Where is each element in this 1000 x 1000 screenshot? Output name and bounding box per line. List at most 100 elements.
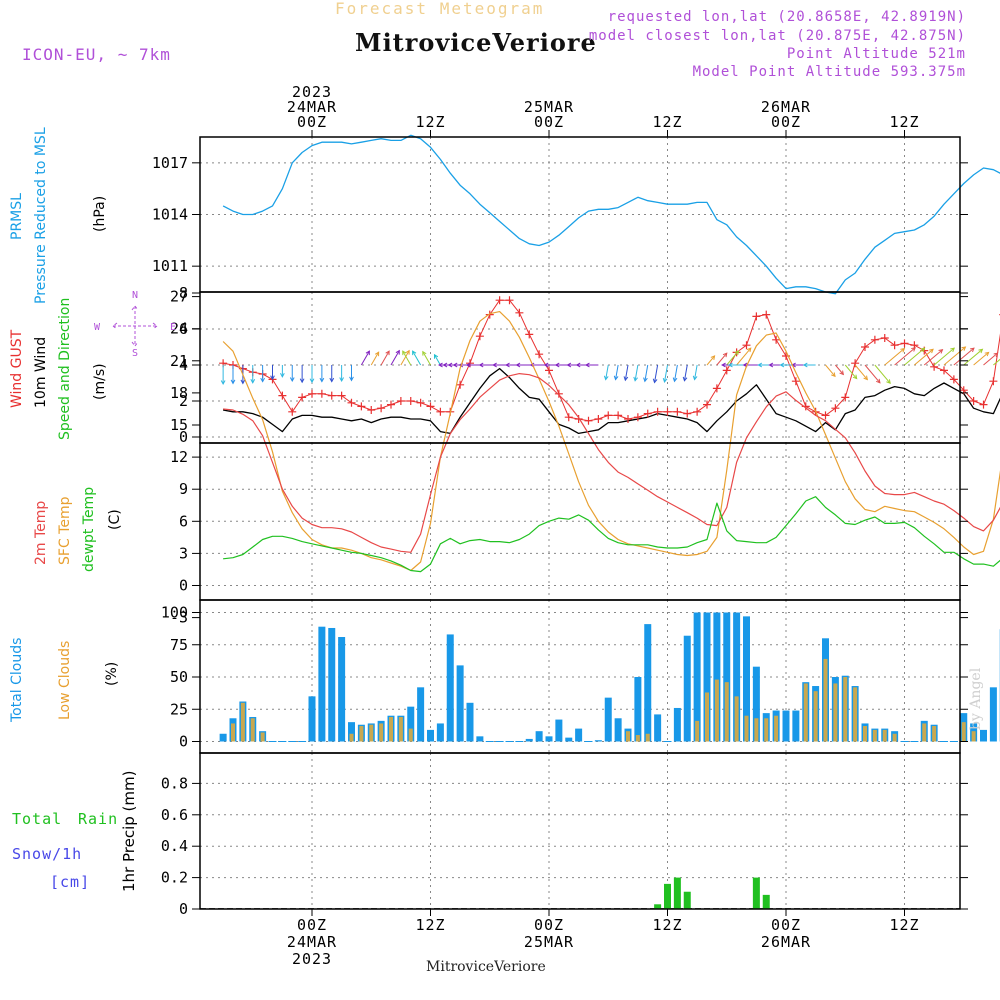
top-time-label: 12Z bbox=[889, 113, 919, 131]
wind-direction-arrowhead bbox=[911, 347, 916, 352]
bottom-time-label: 26MAR bbox=[761, 933, 811, 951]
low-clouds-bar bbox=[744, 715, 749, 742]
wind-gust-marker bbox=[554, 389, 563, 398]
wind-direction-arrow bbox=[953, 347, 975, 366]
total-clouds-bar bbox=[466, 702, 474, 742]
low-clouds-bar bbox=[705, 692, 709, 742]
wind-direction-arrowhead bbox=[721, 362, 726, 368]
low-clouds-bar bbox=[626, 731, 630, 742]
precip-panel-frame bbox=[199, 752, 961, 910]
wind-direction-arrowhead bbox=[613, 375, 619, 381]
precip-snow-label: Snow/1h bbox=[12, 845, 83, 863]
wind-direction-arrow bbox=[963, 348, 983, 366]
total-clouds-bar bbox=[535, 731, 543, 742]
wind-direction-arrow bbox=[854, 364, 868, 380]
wind-direction-arrowhead bbox=[240, 379, 246, 385]
dewpt-temp-line bbox=[223, 496, 1000, 573]
wind-gust-marker bbox=[663, 407, 672, 416]
wind-direction-arrow bbox=[904, 347, 925, 366]
wind-direction-arrow bbox=[390, 350, 400, 366]
wind-direction-arrowhead bbox=[886, 379, 891, 385]
total-clouds-bar bbox=[604, 697, 612, 742]
wind-gust-marker bbox=[278, 391, 287, 400]
low-clouds-bar bbox=[863, 726, 867, 742]
wind-direction-arrow bbox=[844, 364, 858, 379]
wind-tick-label: 0 bbox=[179, 428, 188, 446]
wind-direction-arrowhead bbox=[543, 362, 549, 368]
wind-direction-arrow bbox=[874, 364, 891, 384]
wind-direction-arrowhead bbox=[260, 377, 265, 383]
rain-bar bbox=[762, 894, 770, 909]
wind-direction-arrow bbox=[864, 364, 881, 384]
total-clouds-bar bbox=[436, 723, 444, 742]
total-clouds-bar bbox=[733, 612, 741, 742]
wind-gust-marker bbox=[298, 393, 307, 402]
prmsl-line bbox=[222, 134, 1000, 295]
total-clouds-bar bbox=[980, 729, 987, 742]
wind-direction-arrowhead bbox=[412, 350, 417, 356]
wind-direction-arrowhead bbox=[993, 352, 999, 358]
wind-gust-marker bbox=[317, 389, 326, 398]
low-clouds-bar bbox=[389, 716, 393, 742]
low-clouds-bar bbox=[922, 723, 927, 742]
wind-gust-marker bbox=[475, 332, 484, 341]
low-clouds-bar bbox=[813, 691, 818, 742]
wind-direction-arrowhead bbox=[584, 362, 590, 368]
wind-gust-marker bbox=[406, 397, 415, 405]
total-clouds-bar bbox=[427, 729, 434, 742]
low-clouds-bar bbox=[645, 733, 650, 742]
wind-direction-arrowhead bbox=[422, 350, 427, 356]
wind-direction-arrow bbox=[716, 352, 728, 366]
wind-direction-arrowhead bbox=[839, 370, 845, 376]
temp-tick-label: 12 bbox=[170, 448, 188, 466]
wind-unit: (m/s) bbox=[92, 363, 108, 400]
wind-gust-marker bbox=[545, 366, 553, 375]
total-clouds-bar bbox=[338, 637, 346, 742]
wind-direction-arrow bbox=[370, 351, 380, 366]
wind-gust-marker bbox=[722, 366, 731, 375]
total-clouds-bar bbox=[683, 635, 691, 742]
wind-gust-marker bbox=[308, 389, 316, 398]
total-clouds-bar bbox=[456, 665, 464, 742]
total-clouds-bar bbox=[644, 624, 652, 742]
total-clouds-bar bbox=[328, 627, 336, 742]
low-clouds-bar bbox=[774, 715, 779, 742]
bottom-time-label: 12Z bbox=[652, 916, 682, 934]
wind-direction-arrow bbox=[434, 354, 441, 366]
total-clouds-bar bbox=[614, 718, 622, 742]
wind-tick-label: 2 bbox=[179, 392, 188, 410]
wind-gust-marker bbox=[752, 312, 761, 321]
wind-direction-arrow bbox=[726, 350, 739, 366]
wind-gust-marker bbox=[387, 400, 395, 409]
wind-direction-arrowhead bbox=[447, 362, 453, 368]
wind-gust-marker bbox=[515, 308, 524, 317]
wind-direction-arrowhead bbox=[289, 377, 295, 383]
wind-direction-arrowhead bbox=[978, 348, 984, 354]
requested-coordinates: requested lon,lat (20.8658E, 42.8919N) bbox=[607, 9, 966, 25]
bottom-time-label: 12Z bbox=[415, 916, 445, 934]
wind-direction-arrowhead bbox=[938, 349, 944, 354]
wind-gust-marker bbox=[791, 377, 800, 386]
precip-snow-unit: [cm] bbox=[50, 873, 91, 891]
wind-direction-arrowhead bbox=[623, 376, 629, 382]
bottom-time-label: 00Z bbox=[771, 916, 801, 934]
wind-direction-arrowhead bbox=[633, 376, 638, 382]
compass-north: N bbox=[132, 290, 138, 301]
wind-direction-arrowhead bbox=[505, 362, 510, 368]
wind-direction-arrowhead bbox=[757, 362, 763, 368]
wind-direction-arrow bbox=[654, 364, 659, 383]
wind-direction-arrowhead bbox=[920, 347, 926, 353]
closest-coordinates: model closest lon,lat (20.875E, 42.875N) bbox=[588, 28, 966, 44]
wind-gust-marker bbox=[337, 391, 346, 400]
top-time-label: 12Z bbox=[652, 113, 682, 131]
temp-tick-label: -3 bbox=[170, 609, 188, 627]
wind-gust-marker bbox=[831, 404, 840, 413]
total-clouds-bar bbox=[792, 710, 800, 742]
wind-direction-arrow bbox=[736, 347, 752, 366]
wind-direction-arrowhead bbox=[900, 347, 906, 353]
wind-direction-arrowhead bbox=[385, 350, 390, 356]
dewpt-label: dewpt Temp bbox=[81, 486, 97, 572]
wind-direction-arrow bbox=[605, 364, 609, 380]
temp-tick-label: 6 bbox=[179, 512, 188, 530]
wind-direction-arrowhead bbox=[950, 347, 955, 353]
